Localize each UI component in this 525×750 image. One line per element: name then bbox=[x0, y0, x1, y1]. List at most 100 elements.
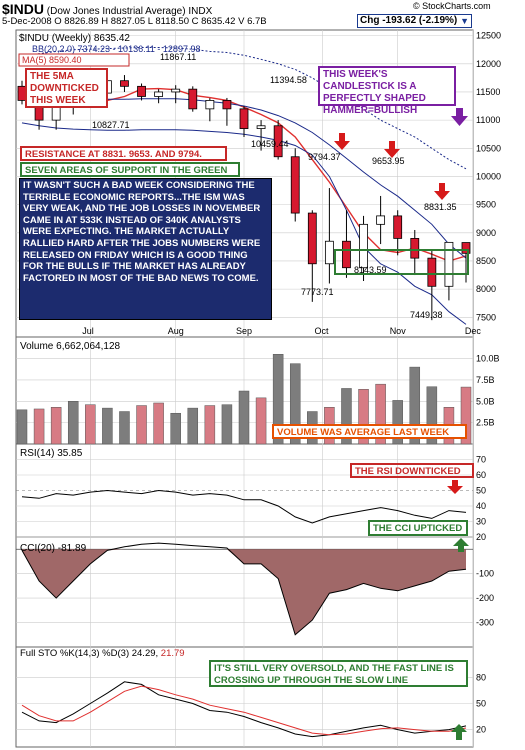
candle-body bbox=[188, 88, 198, 110]
volume-bar bbox=[187, 407, 199, 445]
index-name: (Dow Jones Industrial Average) bbox=[46, 6, 186, 17]
commentary-annotation: IT WASN'T SUCH A BAD WEEK CONSIDERING TH… bbox=[19, 178, 272, 320]
sto-tick-label: 20 bbox=[476, 725, 486, 735]
candle-body bbox=[222, 100, 232, 110]
volume-tick-label: 7.5B bbox=[476, 375, 495, 385]
price-tick-label: 10500 bbox=[476, 143, 501, 153]
volume-bar bbox=[102, 407, 113, 445]
cci-tick-label: -300 bbox=[476, 618, 494, 628]
x-tick-label: Oct bbox=[315, 326, 330, 336]
volume-bar bbox=[426, 386, 438, 445]
sto-d-line bbox=[21, 685, 467, 736]
callout-high-1: 11867.11 bbox=[160, 52, 196, 62]
watermark: © StockCharts.com bbox=[413, 1, 491, 11]
volume-bar bbox=[204, 405, 216, 445]
candle-body bbox=[256, 125, 266, 129]
arrow-down-icon bbox=[384, 141, 400, 158]
chart-header: $INDU (Dow Jones Industrial Average) IND… bbox=[2, 1, 212, 17]
price-legend: $INDU (Weekly) 8635.42 bbox=[19, 33, 130, 44]
sto-legend-k: Full STO %K(14,3) %D(3) 24.29, bbox=[20, 648, 158, 659]
volume-bar bbox=[460, 386, 472, 445]
chg-box: Chg -193.62 (-2.19%) ▼ bbox=[357, 14, 472, 28]
volume-bar bbox=[50, 407, 62, 445]
callout-high-5: 8831.35 bbox=[424, 202, 457, 212]
callout-high-4: 9653.95 bbox=[372, 156, 405, 166]
rsi-tick-label: 70 bbox=[476, 455, 486, 465]
cci-arrow-up-icon bbox=[453, 538, 469, 552]
hammer-annotation: THIS WEEK'S CANDLESTICK IS A PERFECTLY S… bbox=[318, 66, 456, 116]
price-tick-label: 11000 bbox=[476, 115, 500, 125]
cci-tick-label: -200 bbox=[476, 593, 494, 603]
volume-tick-label: 2.5B bbox=[476, 418, 495, 428]
exchange: INDX bbox=[188, 6, 213, 17]
cci-area bbox=[22, 549, 466, 635]
candle-body bbox=[154, 91, 164, 97]
volume-bar bbox=[272, 354, 284, 445]
sto-legend: Full STO %K(14,3) %D(3) 24.29, 21.79 bbox=[20, 648, 185, 659]
callout-low-2: 10459.44 bbox=[251, 139, 289, 149]
volume-bar bbox=[16, 409, 28, 445]
price-tick-label: 11500 bbox=[476, 87, 500, 97]
candle-body bbox=[359, 223, 368, 269]
sto-arrow-up-icon bbox=[451, 724, 467, 740]
price-tick-label: 10000 bbox=[476, 171, 501, 181]
candle-body bbox=[120, 80, 129, 87]
series-line-bb-upper bbox=[21, 47, 467, 170]
x-tick-label: Sep bbox=[236, 326, 252, 336]
volume-tick-label: 10.0B bbox=[476, 354, 500, 364]
volume-bar bbox=[238, 390, 250, 445]
candle-body bbox=[290, 156, 300, 214]
callout-high-3: 9794.37 bbox=[308, 152, 341, 162]
candle-body bbox=[461, 242, 471, 254]
cci-legend: CCI(20) -81.89 bbox=[20, 543, 87, 554]
callout-low-5: 7449.38 bbox=[410, 310, 443, 320]
volume-bar bbox=[67, 401, 79, 445]
chg-value: Chg -193.62 (-2.19%) bbox=[360, 15, 458, 26]
candle-body bbox=[307, 212, 317, 265]
resistance-annotation: RESISTANCE AT 8831. 9653. AND 9794. bbox=[20, 146, 227, 161]
rsi-plot bbox=[21, 489, 467, 524]
ohlc-line: 5-Dec-2008 O 8826.89 H 8827.05 L 8118.50… bbox=[2, 16, 267, 27]
price-tick-label: 8000 bbox=[476, 284, 496, 294]
hammer-arrow-icon bbox=[451, 108, 468, 126]
cci-tick-label: -100 bbox=[476, 569, 494, 579]
candle-body bbox=[205, 100, 215, 110]
rsi-annotation: THE RSI DOWNTICKED bbox=[350, 463, 474, 478]
volume-bar bbox=[341, 388, 352, 445]
candle-body bbox=[393, 215, 403, 239]
chevron-down-icon[interactable]: ▼ bbox=[460, 16, 469, 26]
volume-bar bbox=[289, 363, 301, 445]
rsi-tick-label: 50 bbox=[476, 486, 486, 496]
x-tick-label: Dec bbox=[465, 326, 482, 336]
sto-tick-label: 50 bbox=[476, 699, 486, 709]
cci-plot bbox=[21, 542, 467, 636]
rsi-line bbox=[21, 489, 467, 524]
arrow-down-icon bbox=[434, 183, 450, 200]
cci-annotation: THE CCI UPTICKED bbox=[368, 520, 468, 536]
price-tick-label: 12000 bbox=[476, 59, 501, 69]
sto-tick-label: 80 bbox=[476, 672, 486, 682]
support-annotation: SEVEN AREAS OF SUPPORT IN THE GREEN BOX bbox=[20, 162, 240, 188]
volume-bar bbox=[409, 366, 421, 445]
price-tick-label: 9500 bbox=[476, 200, 496, 210]
ma-legend-box bbox=[18, 53, 130, 67]
volume-bar bbox=[358, 389, 369, 445]
callout-high-2: 11394.58 bbox=[270, 75, 307, 85]
sto-legend-d: 21.79 bbox=[161, 648, 185, 659]
volume-bar bbox=[392, 400, 403, 445]
rsi-tick-label: 20 bbox=[476, 532, 486, 542]
callout-low-3: 8143.59 bbox=[354, 265, 387, 275]
x-tick-label: Jul bbox=[82, 326, 94, 336]
candle-body bbox=[171, 88, 181, 93]
price-tick-label: 9000 bbox=[476, 228, 496, 238]
support-box bbox=[334, 249, 469, 275]
x-tick-label: Aug bbox=[168, 326, 184, 336]
arrow-down-icon bbox=[334, 133, 350, 150]
sto-annotation: IT'S STILL VERY OVERSOLD, AND THE FAST L… bbox=[209, 660, 468, 687]
ma-legend: MA(5) 8590.40 bbox=[22, 55, 82, 65]
candle-body bbox=[427, 257, 437, 287]
candle-body bbox=[342, 240, 351, 269]
callout-low-4: 7773.71 bbox=[301, 287, 334, 297]
rsi-tick-label: 30 bbox=[476, 517, 486, 527]
